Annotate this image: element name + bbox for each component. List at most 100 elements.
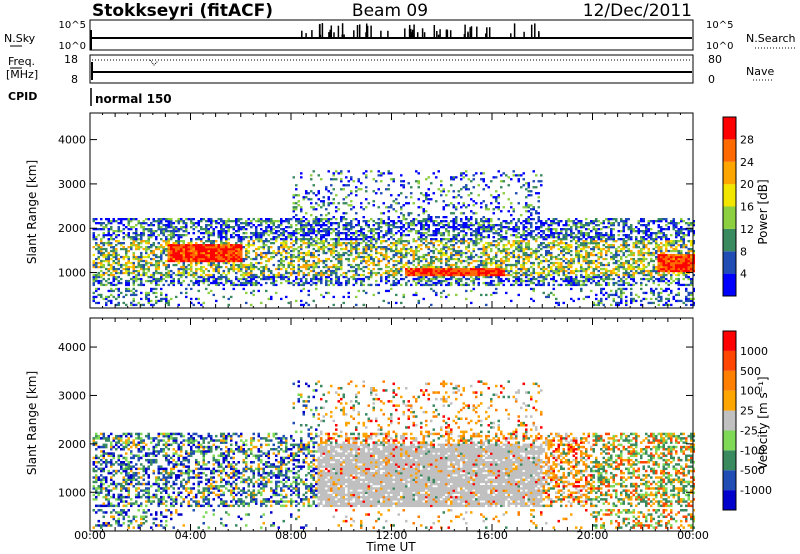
echo-cell [575,249,578,253]
echo-cell [262,240,265,243]
echo-cell [600,261,603,265]
echo-cell [422,267,425,271]
echo-cell [245,301,248,305]
echo-cell [365,238,368,241]
echo-cell [437,228,440,231]
echo-cell [420,238,423,241]
echo-cell [380,277,383,281]
echo-cell [205,230,208,233]
echo-cell [542,230,545,233]
echo-cell [190,244,193,247]
echo-cell [492,269,495,273]
echo-cell [465,226,468,229]
echo-cell [210,218,213,221]
echo-cell [470,267,473,271]
echo-cell [190,220,193,223]
echo-cell [575,224,578,227]
echo-cell [355,212,358,215]
echo-cell [192,253,195,257]
echo-cell [195,255,198,259]
echo-cell [507,226,510,229]
echo-cell [147,228,150,231]
echo-cell [475,267,478,271]
cpid-label: CPID [8,90,37,103]
echo-cell [382,240,385,243]
echo-cell [327,196,330,199]
echo-cell [412,257,415,261]
echo-cell [487,244,490,247]
echo-cell [395,222,398,225]
echo-cell [402,218,405,221]
echo-cell [142,230,145,233]
echo-cell [482,247,485,251]
echo-cell [177,261,180,265]
echo-cell [295,230,298,233]
echo-cell [565,230,568,233]
echo-cell [440,251,443,255]
echo-cell [387,261,390,265]
echo-cell [240,259,243,263]
echo-cell [160,257,163,261]
echo-cell [140,232,143,235]
echo-cell [445,253,448,257]
echo-cell [270,226,273,229]
echo-cell [342,216,345,219]
echo-cell [117,303,120,307]
echo-cell [130,246,133,249]
echo-cell [292,210,295,213]
echo-cell [300,289,303,293]
echo-cell [390,232,393,235]
echo-cell [97,273,100,277]
echo-cell [385,269,388,273]
echo-cell [392,234,395,237]
echo-cell [112,249,115,253]
echo-cell [310,251,313,255]
echo-cell [172,257,175,261]
echo-cell [555,230,558,233]
echo-cell [425,240,428,243]
echo-cell [330,218,333,221]
echo-cell [350,236,353,239]
echo-cell [117,295,120,299]
echo-cell [527,257,530,261]
echo-cell [200,255,203,259]
echo-cell [325,291,328,295]
echo-cell [470,240,473,243]
echo-cell [562,249,565,253]
echo-cell [582,246,585,249]
echo-cell [477,226,480,229]
echo-cell [202,279,205,283]
echo-cell [165,226,168,229]
echo-cell [377,222,380,225]
echo-cell [307,198,310,201]
echo-cell [130,236,133,239]
echo-cell [422,224,425,227]
echo-cell [312,218,315,221]
echo-cell [405,283,408,287]
echo-cell [210,249,213,253]
echo-cell [600,232,603,235]
echo-cell [182,222,185,225]
echo-cell [237,234,240,237]
echo-cell [517,259,520,263]
echo-cell [230,281,233,285]
echo-cell [335,273,338,277]
echo-cell [177,273,180,277]
echo-cell [295,220,298,223]
echo-cell [112,220,115,223]
echo-cell [437,279,440,283]
echo-cell [477,230,480,233]
echo-cell [475,228,478,231]
echo-cell [145,251,148,255]
echo-cell [432,283,435,287]
echo-cell [477,255,480,259]
echo-cell [147,279,150,283]
echo-cell [395,301,398,305]
echo-cell [452,212,455,215]
echo-cell [397,255,400,259]
echo-cell [322,228,325,231]
echo-cell [447,238,450,241]
echo-cell [192,246,195,249]
echo-cell [550,242,553,245]
